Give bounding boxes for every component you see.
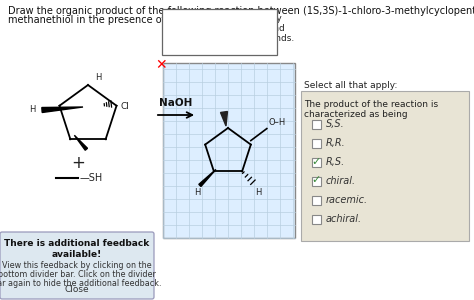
Text: ✓: ✓	[312, 176, 321, 185]
Text: ✓: ✓	[312, 157, 321, 166]
Text: methanethiol in the presence of sodium hydroxide.: methanethiol in the presence of sodium h…	[8, 15, 258, 25]
Text: Close: Close	[64, 284, 89, 293]
Bar	[312, 139, 321, 148]
Text: H: H	[194, 188, 200, 197]
Text: R,S.: R,S.	[326, 157, 345, 167]
Text: Cl: Cl	[120, 102, 129, 111]
Text: characterized as being: characterized as being	[304, 110, 408, 119]
Text: H: H	[255, 188, 261, 197]
Text: achiral.: achiral.	[326, 214, 362, 224]
Text: +: +	[71, 154, 85, 172]
Text: View this feedback by clicking on the: View this feedback by clicking on the	[2, 261, 152, 270]
Text: H: H	[95, 73, 101, 82]
Text: There is additional feedback: There is additional feedback	[4, 239, 150, 248]
Polygon shape	[74, 135, 88, 150]
Bar	[312, 158, 321, 166]
Text: The product of the reaction is: The product of the reaction is	[304, 100, 438, 109]
FancyBboxPatch shape	[0, 232, 154, 299]
Bar	[312, 214, 321, 224]
Bar	[163, 63, 295, 238]
Bar	[312, 119, 321, 128]
Text: S,S.: S,S.	[326, 119, 345, 129]
Text: O–H: O–H	[269, 118, 286, 127]
Text: H: H	[29, 106, 36, 115]
FancyBboxPatch shape	[162, 9, 277, 55]
Text: use wedge-and-dash bonds.: use wedge-and-dash bonds.	[167, 34, 294, 43]
Text: racemic.: racemic.	[326, 195, 368, 205]
Text: NaOH: NaOH	[159, 98, 193, 108]
Text: centers, if applicable, and: centers, if applicable, and	[167, 24, 285, 33]
Bar	[312, 196, 321, 205]
Text: bottom divider bar. Click on the divider: bottom divider bar. Click on the divider	[0, 270, 156, 279]
FancyBboxPatch shape	[301, 91, 469, 241]
Text: Show any H’s on chirality: Show any H’s on chirality	[167, 14, 282, 23]
Polygon shape	[42, 107, 83, 112]
Text: available!: available!	[52, 250, 102, 259]
Text: —SH: —SH	[80, 173, 103, 183]
Bar	[312, 176, 321, 185]
Polygon shape	[199, 169, 216, 187]
Text: R,R.: R,R.	[326, 138, 346, 148]
Polygon shape	[220, 112, 228, 126]
Text: Draw the organic product of the following reaction between (1S,3S)-1-chloro-3-me: Draw the organic product of the followin…	[8, 6, 474, 16]
Text: ✕: ✕	[155, 58, 167, 72]
Text: bar again to hide the additional feedback.: bar again to hide the additional feedbac…	[0, 279, 162, 288]
Text: Select all that apply:: Select all that apply:	[304, 81, 397, 90]
Text: chiral.: chiral.	[326, 176, 356, 186]
